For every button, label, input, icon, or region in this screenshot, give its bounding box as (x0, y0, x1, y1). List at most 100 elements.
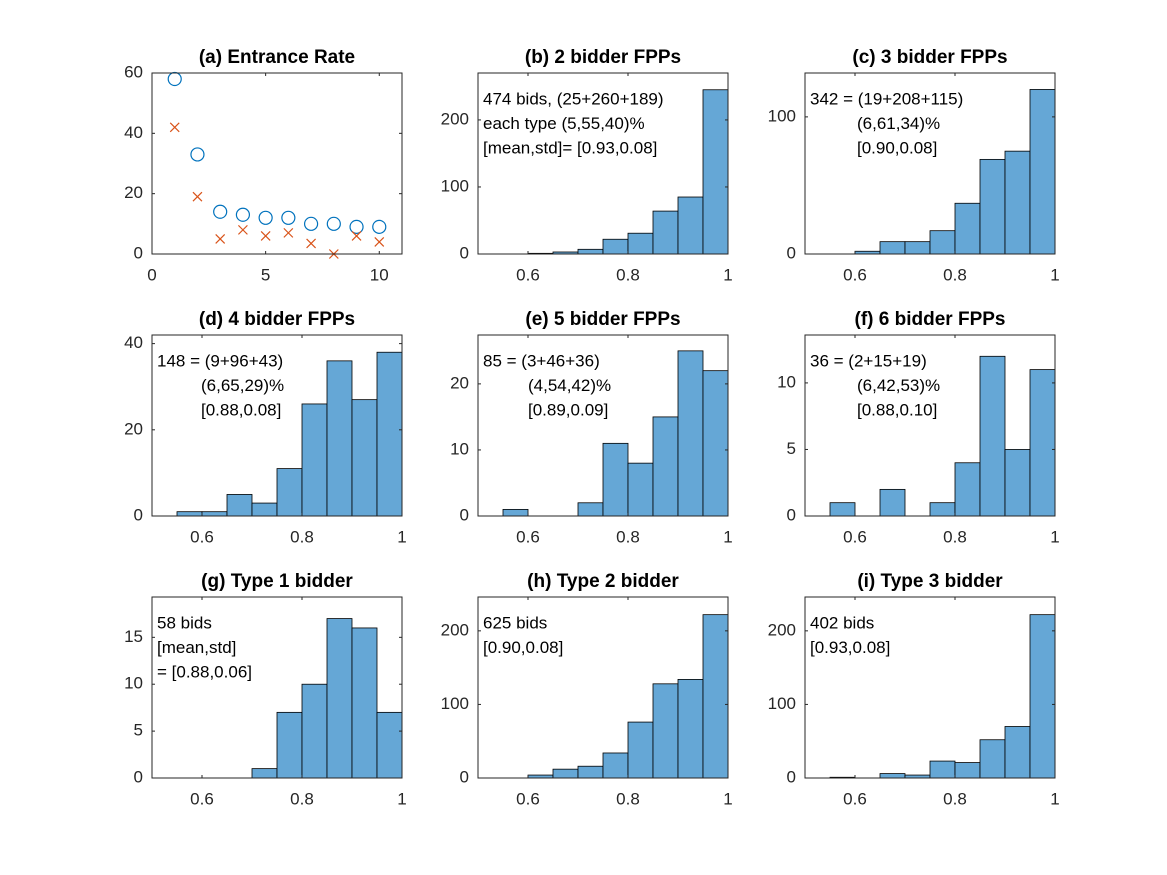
bar (929, 230, 956, 255)
x-tick-label: 0.8 (943, 789, 967, 808)
bar (954, 202, 981, 255)
y-tick-label: 10 (450, 439, 469, 458)
chart-title: (i) Type 3 bidder (857, 571, 1003, 592)
y-tick-label: 0 (787, 767, 796, 786)
x-tick-label: 0.6 (516, 789, 540, 808)
bar (702, 370, 729, 517)
bar (879, 488, 906, 517)
point (258, 210, 273, 225)
annotation: 474 bids, (25+260+189) (483, 89, 664, 108)
point (213, 204, 228, 219)
bar (602, 752, 629, 779)
bar (652, 683, 679, 779)
bar (627, 721, 654, 779)
y-tick-label: 0 (787, 243, 796, 262)
bar (677, 350, 704, 517)
bar (677, 196, 704, 255)
chart-title: (g) Type 1 bidder (201, 571, 353, 592)
annotation: 36 = (2+15+19) (810, 351, 927, 370)
y-tick-label: 0 (134, 505, 143, 524)
bar (904, 241, 931, 255)
bar (627, 232, 654, 255)
bar (376, 351, 403, 517)
y-tick-label: 20 (124, 183, 143, 202)
y-tick-label: 200 (768, 620, 796, 639)
point (372, 219, 387, 234)
y-tick-label: 100 (441, 176, 469, 195)
x-tick-label: 1 (1050, 527, 1059, 546)
bar (1029, 369, 1056, 517)
annotation: 342 = (19+208+115) (810, 89, 963, 108)
bar (276, 711, 303, 779)
bar (502, 508, 529, 517)
point (283, 227, 294, 238)
annotation: 625 bids (483, 613, 547, 632)
bar (979, 158, 1006, 255)
axes-frame (477, 334, 729, 517)
x-tick-label: 0.8 (616, 527, 640, 546)
axes-background (152, 73, 402, 254)
x-tick-label: 0.8 (616, 789, 640, 808)
x-tick-label: 0.8 (616, 265, 640, 284)
annotation: [0.88,0.10] (857, 400, 937, 419)
axes-frame (151, 334, 403, 517)
bar (326, 618, 353, 779)
point (349, 219, 364, 234)
bar (301, 683, 328, 779)
point (190, 147, 205, 162)
bar (577, 765, 604, 779)
bar (552, 768, 579, 779)
bar (1004, 726, 1031, 779)
bar (879, 773, 906, 779)
point (306, 238, 317, 249)
x-tick-label: 0.6 (516, 265, 540, 284)
x-tick-label: 1 (1050, 789, 1059, 808)
bar (251, 768, 278, 779)
bar (829, 502, 856, 517)
point (281, 210, 296, 225)
annotation: [0.88,0.08] (201, 400, 281, 419)
chart-title: (a) Entrance Rate (199, 47, 355, 68)
bar (1004, 150, 1031, 255)
x-tick-label: 0 (147, 265, 156, 284)
annotation: 58 bids (157, 613, 212, 632)
chart-title: (f) 6 bidder FPPs (855, 309, 1006, 330)
x-tick-label: 0.6 (843, 789, 867, 808)
x-tick-label: 0.6 (190, 527, 214, 546)
x-tick-label: 0.6 (843, 265, 867, 284)
bar (376, 711, 403, 779)
bar (602, 442, 629, 517)
axes-frame (477, 72, 729, 255)
point (326, 216, 341, 231)
x-tick-label: 0.8 (290, 789, 314, 808)
y-tick-label: 0 (134, 767, 143, 786)
y-tick-label: 0 (460, 505, 469, 524)
y-tick-label: 20 (124, 419, 143, 438)
annotation: [0.90,0.08] (857, 138, 937, 157)
point (215, 233, 226, 244)
bar (226, 494, 253, 517)
y-tick-label: 0 (460, 767, 469, 786)
point (237, 224, 248, 235)
annotation: (6,42,53)% (857, 376, 940, 395)
bar (652, 416, 679, 517)
axes-frame (804, 596, 1056, 779)
y-tick-label: 100 (768, 694, 796, 713)
x-tick-label: 1 (723, 265, 732, 284)
annotation: (6,65,29)% (201, 376, 284, 395)
bar (276, 468, 303, 517)
y-tick-label: 5 (787, 439, 796, 458)
bar (176, 511, 203, 517)
chart-title: (e) 5 bidder FPPs (525, 309, 680, 330)
axes-frame (477, 596, 729, 779)
y-tick-label: 0 (787, 505, 796, 524)
annotation: [0.90,0.08] (483, 638, 563, 657)
bar (702, 614, 729, 779)
bar (1004, 449, 1031, 517)
annotation: 148 = (9+96+43) (157, 351, 283, 370)
annotation: 402 bids (810, 613, 874, 632)
bar (201, 511, 228, 517)
point (374, 237, 385, 247)
y-tick-label: 15 (124, 627, 143, 646)
x-tick-label: 0.8 (290, 527, 314, 546)
